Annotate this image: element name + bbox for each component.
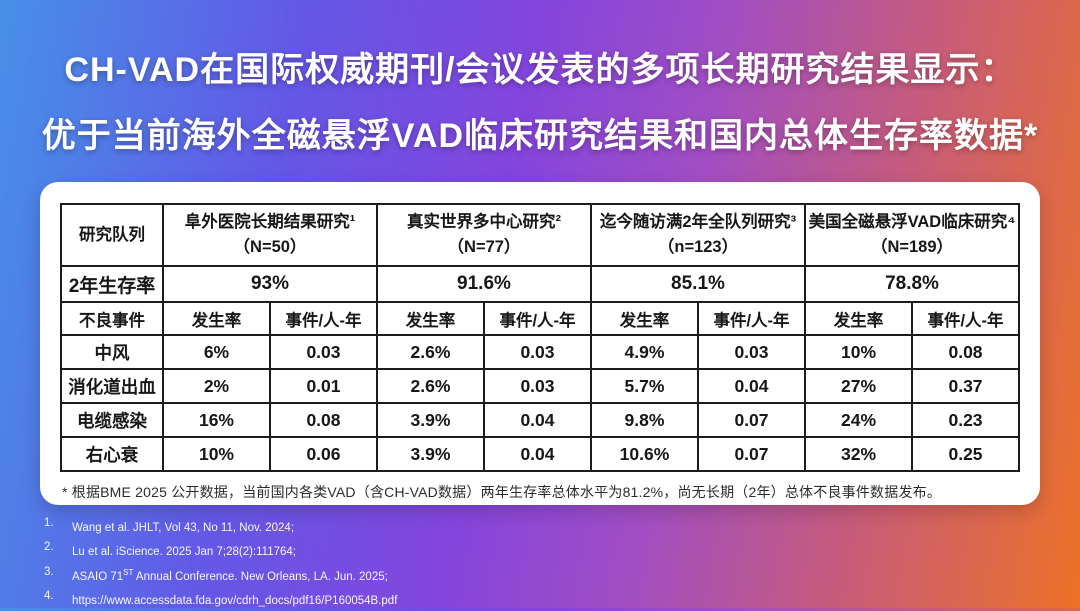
table-row-stroke: 中风 6% 0.03 2.6% 0.03 4.9% 0.03 10% 0.08 [59,334,1020,370]
study-n-4: （N=189） [870,238,954,256]
study-n-3: （n=123） [657,238,739,256]
table-row-studies: 研究队列 阜外医院长期结果研究¹ （N=50） 真实世界多中心研究² （N=77… [59,203,1020,267]
cell-value: 4.9% [589,334,699,370]
study-name-4: 美国全磁悬浮VAD临床研究⁴ [808,213,1016,232]
results-table: 研究队列 阜外医院长期结果研究¹ （N=50） 真实世界多中心研究² （N=77… [59,203,1020,472]
cell-value: 0.06 [268,436,378,472]
cell-value: 3.9% [375,436,485,472]
cell-value: 6% [161,334,271,370]
reference-item-1: 1. Wang et al. JHLT, Vol 43, No 11, Nov.… [44,514,397,538]
reference-item-2: 2. Lu et al. iScience. 2025 Jan 7;28(2):… [44,538,397,562]
study-n-2: （N=77） [447,238,521,256]
cell-value: 0.04 [696,368,807,404]
cell-value: 0.01 [268,368,378,404]
cell-value: 16% [161,402,271,438]
cell-value: 10% [161,436,271,472]
results-card: 研究队列 阜外医院长期结果研究¹ （N=50） 真实世界多中心研究² （N=77… [40,182,1040,505]
cell-value: 9.8% [589,402,699,438]
cell-value: 27% [804,368,913,404]
cell-value: 2.6% [375,368,485,404]
rate-header-4: 发生率 [804,301,913,336]
slide-title-line-1: CH-VAD在国际权威期刊/会议发表的多项长期研究结果显示： [64,51,1016,89]
table-row-subheader: 不良事件 发生率 事件/人-年 发生率 事件/人-年 发生率 事件/人-年 发生… [59,301,1020,336]
survival-value-4: 78.8% [804,265,1020,303]
study-header-1: 阜外医院长期结果研究¹ （N=50） [161,203,378,267]
reference-text: Lu et al. iScience. 2025 Jan 7;28(2):111… [72,546,296,559]
row-label-right-heart-failure: 右心衰 [59,436,164,472]
reference-number: 3. [44,565,54,578]
reference-text: ASAIO 71ST Annual Conference. New Orlean… [72,567,388,583]
cell-value: 0.03 [268,334,378,370]
slide-title-line-2: 优于当前海外全磁悬浮VAD临床研究结果和国内总体生存率数据* [41,117,1039,155]
cell-value: 0.08 [911,334,1020,370]
cell-value: 0.23 [911,402,1020,438]
cohort-header-cell: 研究队列 [59,203,164,267]
survival-value-1: 93% [161,265,378,303]
reference-item-3: 3. ASAIO 71ST Annual Conference. New Orl… [44,563,397,587]
cell-value: 0.03 [696,334,807,370]
cell-value: 2.6% [375,334,485,370]
cell-value: 0.37 [911,368,1020,404]
survival-label-cell: 2年生存率 [59,265,164,303]
study-name-3: 迄今随访满2年全队列研究³ [599,213,797,232]
reference-number: 2. [44,541,54,554]
reference-list: 1. Wang et al. JHLT, Vol 43, No 11, Nov.… [44,514,397,611]
study-header-3: 迄今随访满2年全队列研究³ （n=123） [589,203,807,267]
table-row-driveline-infection: 电缆感染 16% 0.08 3.9% 0.04 9.8% 0.07 24% 0.… [59,402,1020,438]
slide-title: CH-VAD在国际权威期刊/会议发表的多项长期研究结果显示： 优于当前海外全磁悬… [0,0,1080,156]
events-header-2: 事件/人-年 [482,301,592,336]
cell-value: 0.07 [696,402,807,438]
reference-item-4: 4. https://www.accessdata.fda.gov/cdrh_d… [44,587,397,611]
cell-value: 24% [804,402,913,438]
cell-value: 0.08 [268,402,378,438]
reference-text: https://www.accessdata.fda.gov/cdrh_docs… [72,594,398,607]
cell-value: 0.07 [696,436,807,472]
table-footnote: * 根据BME 2025 公开数据，当前国内各类VAD（含CH-VAD数据）两年… [62,484,942,500]
rate-header-3: 发生率 [589,301,699,336]
events-header-3: 事件/人-年 [696,301,807,336]
survival-value-2: 91.6% [375,265,592,303]
cell-value: 10% [804,334,913,370]
reference-text: Wang et al. JHLT, Vol 43, No 11, Nov. 20… [72,521,295,534]
row-label-gi-bleeding: 消化道出血 [59,368,164,404]
events-header-1: 事件/人-年 [268,301,378,336]
survival-value-3: 85.1% [589,265,807,303]
row-label-driveline-infection: 电缆感染 [59,402,164,438]
study-name-1: 阜外医院长期结果研究¹ [184,213,356,232]
cell-value: 2% [161,368,271,404]
cell-value: 5.7% [589,368,699,404]
rate-header-1: 发生率 [161,301,271,336]
adverse-label-cell: 不良事件 [59,301,164,336]
cell-value: 3.9% [375,402,485,438]
reference-number: 4. [44,589,54,602]
table-row-gi-bleeding: 消化道出血 2% 0.01 2.6% 0.03 5.7% 0.04 27% 0.… [59,368,1020,404]
cell-value: 32% [804,436,913,472]
table-row-right-heart-failure: 右心衰 10% 0.06 3.9% 0.04 10.6% 0.07 32% 0.… [59,436,1020,472]
events-header-4: 事件/人-年 [911,301,1020,336]
rate-header-2: 发生率 [375,301,485,336]
reference-number: 1. [44,517,54,529]
table-row-survival: 2年生存率 93% 91.6% 85.1% 78.8% [59,265,1020,303]
study-header-2: 真实世界多中心研究² （N=77） [375,203,592,267]
study-n-1: （N=50） [233,238,307,256]
study-header-4: 美国全磁悬浮VAD临床研究⁴ （N=189） [804,203,1020,267]
cell-value: 0.04 [482,436,592,472]
cell-value: 10.6% [589,436,699,472]
cell-value: 0.04 [482,402,592,438]
cell-value: 0.25 [911,436,1020,472]
cell-value: 0.03 [482,334,592,370]
study-name-2: 真实世界多中心研究² [406,213,561,232]
row-label-stroke: 中风 [59,334,164,370]
cell-value: 0.03 [482,368,592,404]
